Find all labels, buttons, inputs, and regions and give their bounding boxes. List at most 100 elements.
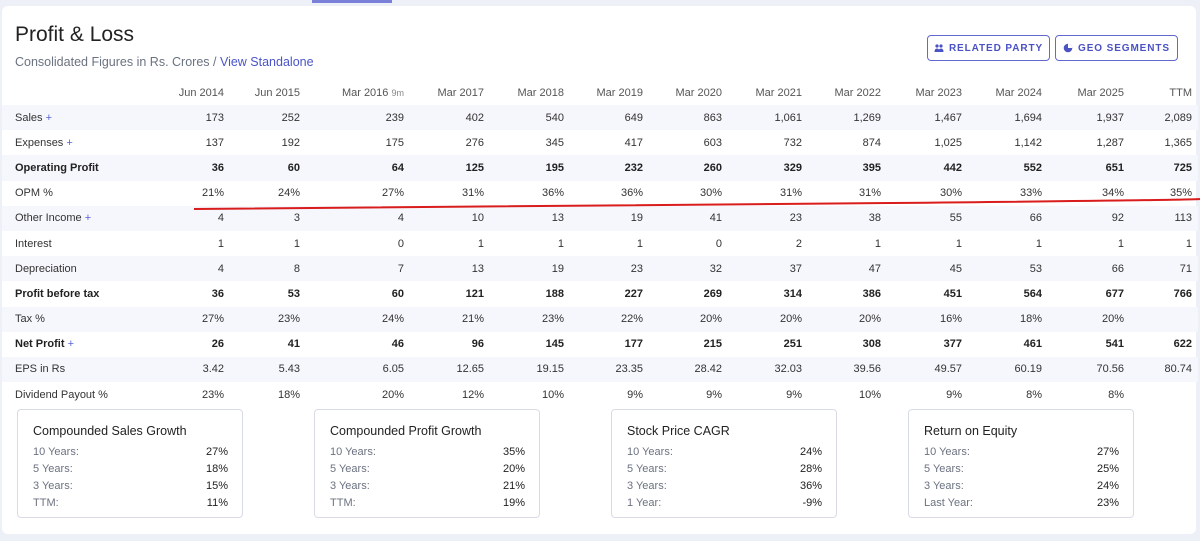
table-cell xyxy=(1130,306,1198,332)
growth-box-row: 1 Year: -9% xyxy=(627,497,822,509)
table-cell: 71 xyxy=(1130,256,1198,282)
table-row: Depreciation 4 8 7 13 19 23 32 37 47 45 53 66 71 xyxy=(2,256,1198,282)
table-cell: 1 xyxy=(1185,237,1192,250)
table-cell: 20% xyxy=(381,388,404,401)
table-cell: 53 xyxy=(968,256,1048,282)
growth-summary-box: Stock Price CAGR 10 Years: 24% 5 Years: 28% 3… xyxy=(611,409,837,518)
table-cell: 442 xyxy=(887,155,968,181)
growth-value: 15% xyxy=(205,480,228,492)
table-cell: 38 xyxy=(808,205,887,231)
expand-plus-icon[interactable]: + xyxy=(67,338,74,351)
column-header-label: Mar 2019 xyxy=(596,87,643,99)
table-cell: 603 xyxy=(703,136,722,149)
table-cell: 23 xyxy=(570,256,649,282)
table-cell: 30% xyxy=(699,187,722,200)
growth-period-label: 1 Year: xyxy=(627,497,662,509)
table-cell: 1,061 xyxy=(728,105,808,131)
table-row: Tax % 27% 23% 24% 21% 23% 22% 20% 20% 20% 16% 18% 20… xyxy=(2,306,1198,332)
growth-box-row: 3 Years: 15% xyxy=(33,480,228,492)
table-cell: 8% xyxy=(1026,388,1042,401)
row-label-cell[interactable]: Other Income + xyxy=(2,205,154,231)
row-label-cell[interactable]: Expenses + xyxy=(2,130,154,155)
table-cell: 541 xyxy=(1105,338,1124,351)
growth-box-row: 3 Years: 24% xyxy=(924,480,1119,492)
table-row[interactable]: Other Income +4 3 4 10 13 19 41 23 38 55 66 92 113 xyxy=(2,205,1198,231)
table-cell: 4 xyxy=(306,205,410,231)
table-cell: 10% xyxy=(858,388,881,401)
active-tab-indicator xyxy=(312,0,392,3)
table-cell: 32.03 xyxy=(728,356,808,383)
table-cell: 1,467 xyxy=(887,105,968,131)
column-header-label: Mar 2025 xyxy=(1077,87,1124,99)
table-cell: 9% xyxy=(946,388,962,401)
table-cell: 1,025 xyxy=(934,136,962,149)
expand-plus-icon[interactable]: + xyxy=(84,212,92,225)
growth-box-row: TTM: 19% xyxy=(330,497,525,509)
column-header-label: Mar 2020 xyxy=(675,87,722,99)
table-row: EPS in Rs 3.42 5.43 6.05 12.65 19.15 23.35 28.4… xyxy=(2,356,1198,383)
row-label: Tax % xyxy=(15,313,45,326)
table-cell: 1 xyxy=(477,237,484,250)
annotation-red-line xyxy=(193,198,1200,210)
column-header-label: Mar 2016 xyxy=(341,87,389,99)
table-cell: 1 xyxy=(217,237,224,250)
table-cell: 49.57 xyxy=(887,356,968,383)
expand-plus-icon[interactable]: + xyxy=(45,111,53,124)
growth-box-row: 5 Years: 25% xyxy=(924,463,1119,475)
table-cell: 552 xyxy=(968,155,1048,181)
page-bottom-strip xyxy=(0,535,1200,541)
related-party-button[interactable]: RELATED PARTY xyxy=(927,35,1050,61)
row-label-cell[interactable]: Sales + xyxy=(2,105,154,131)
growth-value: 27% xyxy=(1096,446,1119,458)
table-cell: 113 xyxy=(1130,205,1198,231)
table-cell: 175 xyxy=(385,136,404,149)
expand-plus-icon[interactable]: + xyxy=(66,136,73,149)
row-label-cell: Operating Profit xyxy=(2,155,154,181)
table-cell: 64 xyxy=(306,155,410,181)
growth-box-row: 5 Years: 18% xyxy=(33,463,228,475)
table-cell: 23% xyxy=(230,306,306,332)
table-cell: 37 xyxy=(728,256,808,282)
table-cell: 24% xyxy=(306,306,410,332)
growth-box-row: 10 Years: 27% xyxy=(924,446,1119,458)
table-cell: 145 xyxy=(545,338,564,351)
table-cell: 10 xyxy=(410,205,490,231)
table-cell: 329 xyxy=(728,155,808,181)
table-cell: 34% xyxy=(1101,187,1124,200)
table-cell: 1,937 xyxy=(1048,105,1130,131)
table-cell: 1,142 xyxy=(1014,136,1042,149)
growth-box-row: 5 Years: 28% xyxy=(627,463,822,475)
table-cell: 21% xyxy=(410,306,490,332)
table-cell: 252 xyxy=(230,105,306,131)
geo-segments-button[interactable]: GEO SEGMENTS xyxy=(1055,35,1178,61)
growth-period-label: 3 Years: xyxy=(330,480,370,492)
table-row[interactable]: Net Profit +26 41 46 96 145 177 215 251 308 377 46… xyxy=(2,332,1198,357)
table-header-row: Jun 2014 Jun 2015 Mar 2016 9m Mar 2017 Mar 2… xyxy=(2,81,1198,105)
table-cell: 1,269 xyxy=(808,105,887,131)
people-icon xyxy=(934,44,944,52)
table-cell: 622 xyxy=(1173,338,1192,351)
table-cell: 46 xyxy=(391,338,404,351)
column-header-label: Jun 2015 xyxy=(254,87,300,99)
row-label: Other Income xyxy=(15,212,82,225)
growth-period-label: 10 Years: xyxy=(330,446,376,458)
table-cell: 1,694 xyxy=(968,105,1048,131)
growth-value: 19% xyxy=(502,497,525,509)
table-cell: 24% xyxy=(277,187,300,200)
table-row[interactable]: Expenses +137 192 175 276 345 417 603 732 874 1,0… xyxy=(2,130,1198,155)
column-header-label: Mar 2022 xyxy=(834,87,881,99)
table-cell: 227 xyxy=(624,287,643,300)
column-header-label: Jun 2014 xyxy=(178,87,224,99)
column-header-label: TTM xyxy=(1169,87,1192,99)
table-cell: 649 xyxy=(570,105,649,131)
table-row[interactable]: Sales +173 252 239 402 540 649 863 1,061 1,269 1,… xyxy=(2,105,1198,131)
growth-box-row: 3 Years: 36% xyxy=(627,480,822,492)
growth-value: 28% xyxy=(799,463,822,475)
view-standalone-link[interactable]: View Standalone xyxy=(219,55,314,69)
growth-value: 35% xyxy=(502,446,525,458)
table-cell: 70.56 xyxy=(1048,356,1130,383)
row-label-cell: Interest xyxy=(2,231,154,256)
table-cell: 1 xyxy=(1117,237,1124,250)
column-header: Mar 2020 xyxy=(649,81,728,105)
row-label-cell[interactable]: Net Profit + xyxy=(2,332,154,357)
